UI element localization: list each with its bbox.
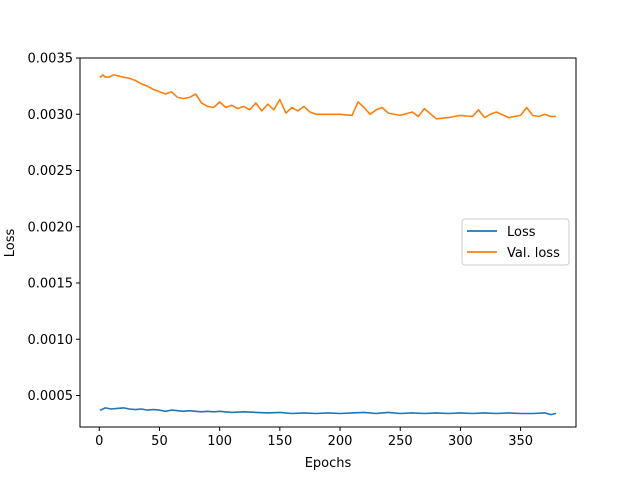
x-tick-label: 50 [151,434,168,449]
y-axis: 0.0005 0.0010 0.0015 0.0020 0.0025 0.0030 0.00… [28,52,80,404]
y-tick-label: 0.0035 [28,52,74,67]
x-tick-label: 100 [207,434,232,449]
x-tick-label: 250 [388,434,413,449]
series-layer [99,74,557,416]
legend-label-val-loss: Val. loss [507,246,560,261]
y-tick-label: 0.0015 [28,277,74,292]
x-tick-label: 300 [448,434,473,449]
y-axis-title: Loss [3,229,18,258]
series-line-loss [99,407,557,416]
plot-frame [79,57,577,428]
y-tick-label: 0.0030 [28,108,74,123]
x-tick-label: 350 [508,434,533,449]
x-axis-title: Epochs [305,456,352,471]
x-tick-label: 200 [328,434,353,449]
y-tick-label: 0.0010 [28,333,74,348]
x-axis: 0 50 100 150 200 250 300 350 [95,427,533,449]
series-line-val-loss [99,74,557,120]
legend: Loss Val. loss [461,218,570,266]
legend-label-loss: Loss [507,225,536,240]
y-tick-label: 0.0020 [28,220,74,235]
y-tick-label: 0.0025 [28,164,74,179]
x-tick-label: 0 [95,434,103,449]
x-tick-label: 150 [267,434,292,449]
y-tick-label: 0.0005 [28,389,74,404]
